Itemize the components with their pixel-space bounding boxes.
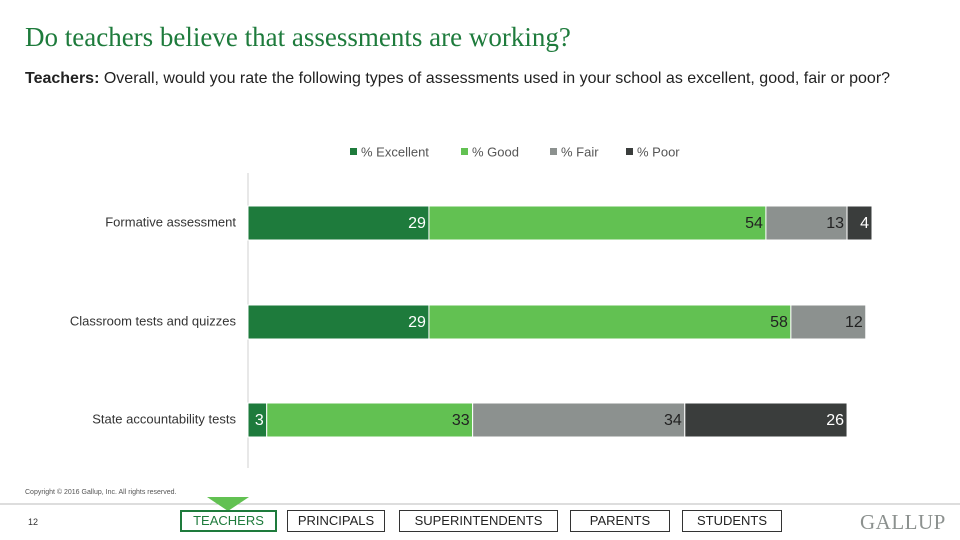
legend-marker bbox=[461, 148, 468, 155]
value-label: 3 bbox=[255, 412, 264, 429]
nav-tab[interactable]: TEACHERS bbox=[180, 510, 277, 532]
legend-label: % Fair bbox=[561, 144, 599, 159]
category-label: State accountability tests bbox=[92, 411, 236, 426]
subtitle-text: Overall, would you rate the following ty… bbox=[99, 70, 891, 87]
subtitle-lead: Teachers: bbox=[25, 70, 100, 87]
value-label: 58 bbox=[770, 314, 788, 331]
value-label: 12 bbox=[845, 314, 863, 331]
nav-tab[interactable]: STUDENTS bbox=[682, 510, 782, 532]
title: Do teachers believe that assessments are… bbox=[25, 22, 571, 52]
value-label: 29 bbox=[408, 314, 426, 331]
legend-label: % Poor bbox=[637, 144, 680, 159]
nav-tab[interactable]: SUPERINTENDENTS bbox=[399, 510, 558, 532]
bar-segment bbox=[428, 304, 792, 340]
bar-segment bbox=[846, 205, 873, 241]
bar-segment bbox=[765, 205, 848, 241]
bar-segment bbox=[428, 205, 767, 241]
value-label: 33 bbox=[452, 412, 470, 429]
active-tab-pointer bbox=[207, 497, 249, 511]
subtitle: Teachers: Overall, would you rate the fo… bbox=[25, 68, 925, 90]
category-label: Classroom tests and quizzes bbox=[70, 313, 237, 328]
nav-tab[interactable]: PRINCIPALS bbox=[287, 510, 385, 532]
value-label: 13 bbox=[826, 215, 844, 232]
bar-segment bbox=[247, 205, 430, 241]
logo: GALLUP bbox=[860, 510, 946, 534]
copyright: Copyright © 2016 Gallup, Inc. All rights… bbox=[25, 489, 177, 496]
bar-segment bbox=[247, 304, 430, 340]
legend-marker bbox=[550, 148, 557, 155]
value-label: 34 bbox=[664, 412, 682, 429]
legend-label: % Excellent bbox=[361, 144, 429, 159]
page-number: 12 bbox=[28, 517, 39, 527]
value-label: 29 bbox=[408, 215, 426, 232]
value-label: 54 bbox=[745, 215, 763, 232]
legend-marker bbox=[626, 148, 633, 155]
category-label: Formative assessment bbox=[105, 214, 236, 229]
value-label: 4 bbox=[860, 215, 869, 232]
bar-segment bbox=[684, 402, 848, 438]
bar-segment bbox=[472, 402, 686, 438]
bar-segment bbox=[790, 304, 867, 340]
value-label: 26 bbox=[826, 412, 844, 429]
legend-label: % Good bbox=[472, 144, 519, 159]
bar-segment bbox=[266, 402, 474, 438]
legend-marker bbox=[350, 148, 357, 155]
nav-tab[interactable]: PARENTS bbox=[570, 510, 670, 532]
